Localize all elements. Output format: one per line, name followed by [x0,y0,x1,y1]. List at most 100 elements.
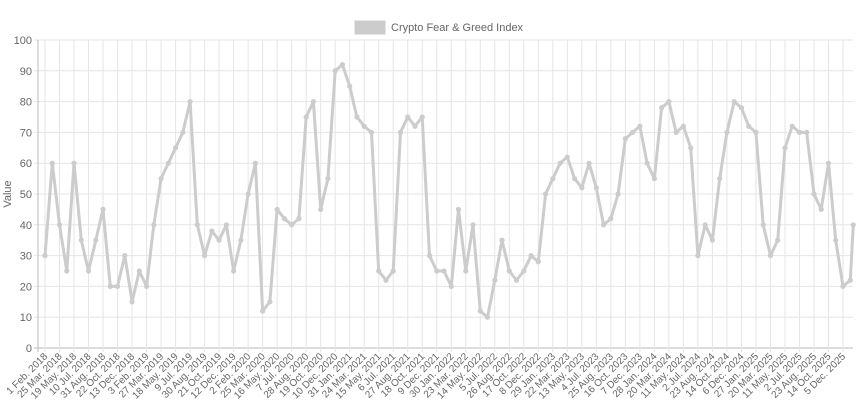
data-point [42,253,48,259]
data-point [593,185,599,191]
legend-swatch[interactable] [354,20,386,35]
data-point [651,176,657,182]
data-point [143,283,150,289]
data-point [172,145,179,151]
data-point [252,160,258,166]
data-point [825,160,832,166]
data-point [267,299,273,305]
data-point [702,222,708,228]
y-tick-label: 60 [20,158,32,170]
data-point [71,160,77,166]
data-point [717,176,723,182]
data-point [470,222,476,228]
data-point [194,222,200,228]
data-point [202,253,208,259]
data-point [151,222,157,228]
data-point [571,176,578,182]
data-point [85,268,92,274]
data-point [521,268,527,274]
data-point [448,283,454,289]
data-point [738,105,745,111]
data-point [354,114,360,120]
data-point [477,308,483,314]
data-point [383,277,389,283]
data-point [608,216,614,222]
data-point [804,129,810,135]
data-point [347,83,353,89]
legend-label[interactable]: Crypto Fear & Greed Index [391,22,524,34]
data-point [245,191,251,197]
data-point [303,114,309,120]
data-point [332,68,338,74]
data-point [850,222,856,228]
data-point [426,253,433,259]
data-point [405,114,411,120]
data-point [513,277,520,283]
data-point [506,268,512,274]
y-tick-label: 100 [14,35,32,47]
data-point [136,268,142,274]
data-point [231,268,237,274]
data-point [274,206,280,212]
legend[interactable]: Crypto Fear & Greed Index [354,20,524,35]
data-point [579,185,585,191]
data-point [666,99,672,105]
data-point [688,145,694,151]
y-tick-label: 0 [26,343,32,355]
data-point [796,129,803,135]
data-point [753,129,759,135]
data-point [339,62,346,68]
data-point [767,253,774,259]
y-tick-label: 90 [20,66,32,78]
data-point [615,191,621,197]
data-point [586,160,592,166]
data-point [492,277,498,283]
data-point [760,222,766,228]
data-point [441,268,447,274]
data-point [746,123,752,129]
data-point [673,129,679,135]
y-axis: 0 10 20 30 40 50 60 70 80 90 100 [14,35,32,355]
data-point [223,222,229,228]
y-tick-label: 50 [20,189,32,201]
data-point [281,216,287,222]
y-tick-label: 70 [20,127,32,139]
data-point [64,268,70,274]
data-point [216,237,222,243]
data-point [601,222,607,228]
data-point [325,176,331,182]
data-point [368,129,375,135]
grid [34,39,853,352]
data-point [709,237,716,243]
y-tick-label: 20 [20,281,32,293]
data-point [260,308,266,314]
data-point [107,283,113,289]
data-point [122,253,128,259]
y-tick-label: 10 [20,312,32,324]
data-point [622,135,628,142]
data-point [129,299,135,305]
data-point [833,237,839,243]
data-point [630,129,636,135]
data-point [550,176,556,182]
data-point [542,191,549,197]
data-point [463,268,469,274]
data-point [412,123,418,129]
data-point [376,268,382,274]
data-point [165,160,171,166]
data-point [318,206,324,212]
data-point [434,268,440,274]
y-tick-label: 40 [20,220,32,232]
data-point [680,123,687,129]
data-point [499,237,505,243]
data-point [847,277,853,283]
data-point [93,237,99,243]
data-point [361,123,367,129]
data-point [644,160,650,166]
data-point [56,222,63,228]
y-tick-label: 30 [20,251,32,263]
data-point [100,206,106,212]
data-point [180,129,186,135]
